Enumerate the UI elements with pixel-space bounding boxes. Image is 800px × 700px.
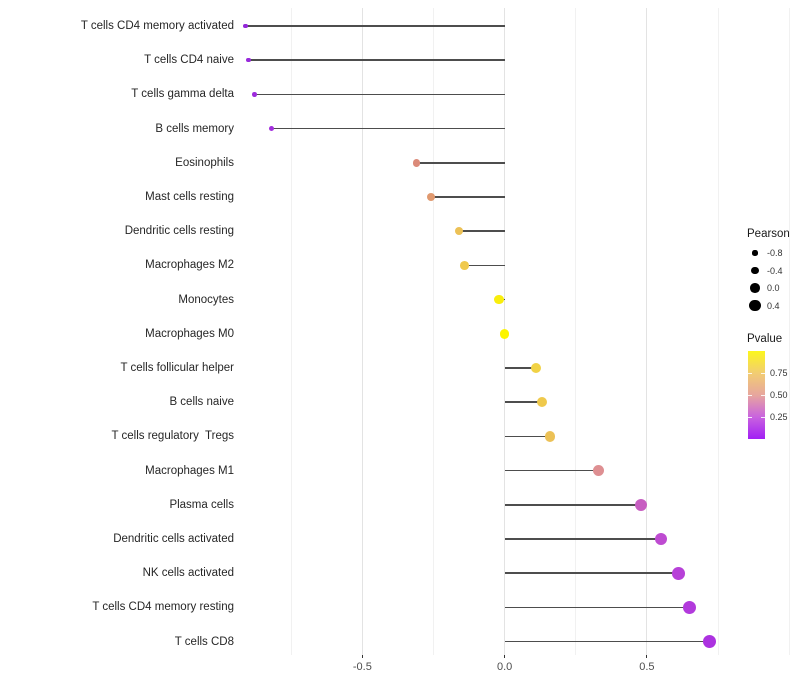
data-point	[412, 158, 421, 167]
lollipop-stem	[504, 469, 599, 472]
category-label: Monocytes	[178, 293, 234, 306]
category-label: Eosinophils	[175, 156, 234, 169]
size-legend-label: 0.4	[767, 300, 780, 311]
gridline-minor	[788, 8, 790, 655]
category-label: Dendritic cells resting	[124, 225, 234, 238]
data-point	[499, 329, 510, 339]
lollipop-stem	[430, 196, 505, 198]
pvalue-tick-mark	[748, 417, 752, 418]
category-label: T cells CD4 naive	[144, 54, 234, 67]
data-point	[635, 498, 648, 511]
pvalue-tick-label: 0.25	[770, 412, 788, 422]
category-label: Macrophages M0	[145, 327, 234, 340]
data-point	[530, 362, 541, 374]
lollipop-stem	[504, 538, 662, 540]
data-point	[683, 600, 697, 614]
pvalue-tick-label: 0.75	[770, 368, 788, 378]
category-label: Macrophages M2	[145, 259, 234, 272]
x-tick-mark	[361, 655, 363, 658]
size-legend-title: Pearson	[747, 228, 790, 240]
lollipop-stem	[464, 264, 505, 267]
data-point	[592, 464, 605, 477]
lollipop-stem	[504, 504, 642, 506]
data-point	[654, 532, 668, 546]
category-label: T cells CD8	[174, 635, 234, 648]
gridline-minor	[432, 8, 434, 655]
pvalue-tick-mark	[761, 395, 765, 396]
x-tick-label: 0.5	[639, 661, 655, 673]
x-tick-mark	[646, 655, 648, 658]
lollipop-stem	[504, 572, 679, 574]
category-label: Plasma cells	[169, 498, 234, 511]
data-point	[536, 397, 547, 408]
data-point	[544, 431, 556, 442]
x-tick-label: -0.5	[352, 661, 372, 673]
category-label: B cells naive	[169, 396, 234, 409]
pvalue-tick-label: 0.50	[770, 390, 788, 400]
lollipop-stem	[504, 606, 690, 609]
gridline-minor	[575, 8, 577, 655]
gridline-major	[361, 8, 363, 655]
category-label: Dendritic cells activated	[113, 533, 234, 545]
category-label: Mast cells resting	[145, 191, 234, 203]
lollipop-stem	[248, 59, 505, 61]
lollipop-stem	[245, 25, 505, 27]
category-label: T cells gamma delta	[131, 88, 234, 101]
lollipop-stem	[459, 230, 505, 232]
lollipop-stem	[416, 162, 505, 164]
data-point	[426, 192, 435, 202]
category-label: T cells regulatory Tregs	[111, 430, 234, 443]
color-legend-title: Pvalue	[747, 333, 783, 345]
lollipop-stem	[504, 640, 710, 643]
lollipop-stem	[254, 93, 505, 96]
lollipop-stem	[504, 401, 542, 403]
pvalue-tick-mark	[748, 373, 752, 374]
data-point	[268, 126, 274, 132]
category-label: T cells CD4 memory activated	[80, 20, 234, 32]
size-legend-dot	[749, 299, 761, 312]
pvalue-tick-mark	[761, 373, 765, 374]
pvalue-tick-mark	[761, 417, 765, 418]
data-point	[671, 566, 685, 580]
data-point	[454, 226, 464, 236]
size-legend-dot	[751, 266, 759, 275]
size-legend-label: -0.4	[767, 265, 783, 276]
gridline-minor	[717, 8, 719, 655]
data-point	[702, 634, 717, 649]
size-legend-dot	[750, 283, 760, 293]
size-legend-label: 0.0	[767, 283, 780, 293]
category-label: B cells memory	[155, 122, 234, 135]
category-label: T cells CD4 memory resting	[92, 601, 234, 614]
data-point	[246, 57, 251, 63]
lollipop-stem	[504, 367, 536, 369]
pvalue-gradient-bar	[748, 351, 765, 439]
x-tick-mark	[504, 655, 506, 658]
data-point	[494, 294, 504, 305]
lollipop-stem	[504, 435, 551, 438]
gridline-major	[646, 8, 648, 655]
pvalue-tick-mark	[748, 395, 752, 396]
data-point	[251, 92, 257, 97]
gridline-minor	[290, 8, 292, 655]
lollipop-stem	[271, 127, 505, 130]
size-legend-dot	[752, 250, 758, 256]
data-point	[243, 23, 248, 29]
data-point	[460, 261, 470, 270]
category-label: T cells follicular helper	[120, 362, 234, 374]
category-label: Macrophages M1	[145, 464, 234, 477]
size-legend-label: -0.8	[767, 248, 783, 258]
category-label: NK cells activated	[142, 567, 234, 580]
x-tick-label: 0.0	[496, 661, 513, 673]
